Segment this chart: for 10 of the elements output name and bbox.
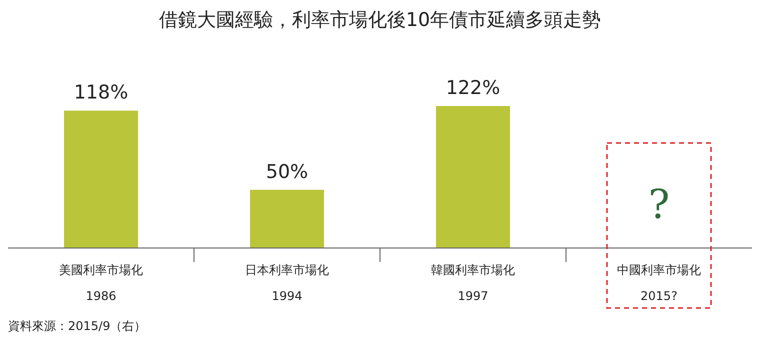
source-note: 資料來源：2015/9（右） [8, 319, 146, 333]
data-label: 118% [74, 82, 128, 104]
data-label: 50% [266, 160, 308, 183]
x-tick-label: 美國利率市場化 1986 [59, 263, 143, 303]
x-tick-label: 日本利率市場化 1994 [245, 263, 329, 303]
data-label: 122% [446, 77, 500, 99]
x-tick-label: 中國利率市場化 2015? [617, 263, 701, 303]
annotation: ? [648, 182, 670, 228]
x-tick-label: 韓國利率市場化 1997 [431, 263, 515, 303]
chart-title: 借鏡大國經驗，利率市場化後10年債市延續多頭走勢 [158, 9, 602, 31]
